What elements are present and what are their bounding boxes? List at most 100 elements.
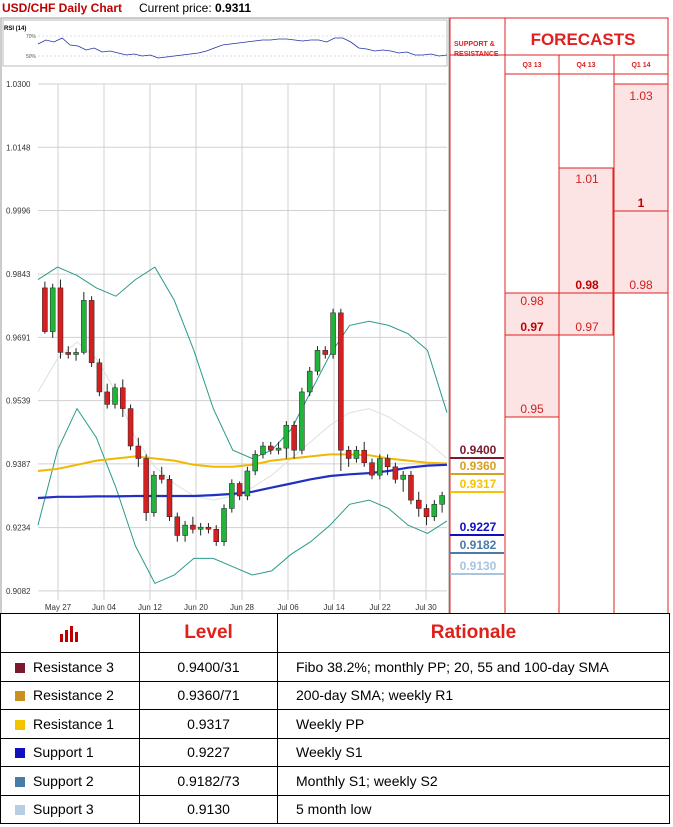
- candle-body: [42, 287, 48, 332]
- forecast-box-q1: [613, 210, 669, 294]
- forecast-box-q4: [558, 292, 614, 336]
- candle-body: [306, 370, 313, 393]
- y-tick-label: 0.9234: [6, 524, 31, 533]
- forecast-box-q3: [504, 334, 560, 418]
- x-tick-label: Jun 28: [230, 603, 255, 612]
- x-tick-label: Jul 22: [369, 603, 391, 612]
- candle-body: [96, 362, 103, 393]
- candle-body: [415, 499, 422, 509]
- levels-table: Level Rationale Resistance 3 0.9400/31 Fib…: [0, 613, 670, 824]
- candle-body: [190, 524, 196, 530]
- candle-body: [353, 449, 360, 459]
- level-marker-value: 0.9182: [460, 538, 497, 552]
- candle-body: [338, 312, 344, 451]
- candle-body: [197, 526, 204, 530]
- table-row: Resistance 1 0.9317 Weekly PP: [0, 709, 670, 739]
- table-icon-cell: [0, 613, 140, 653]
- sr-label: RESISTANCE: [454, 51, 499, 58]
- candle-body: [57, 287, 64, 353]
- x-tick-label: Jul 06: [277, 603, 299, 612]
- level-rationale: Weekly S1: [277, 737, 670, 767]
- candle-body: [345, 449, 352, 459]
- level-value: 0.9360/71: [139, 680, 278, 710]
- x-tick-label: Jun 04: [92, 603, 117, 612]
- candle-body: [143, 458, 149, 513]
- candle-body: [252, 454, 258, 472]
- forecast-value: 0.98: [520, 294, 544, 308]
- y-tick-label: 1.0300: [6, 80, 31, 89]
- candle-body: [384, 458, 391, 468]
- candle-body: [88, 300, 95, 364]
- candle-body: [283, 424, 290, 449]
- chart-header: USD/CHF Daily Chart Current price: 0.931…: [0, 0, 450, 18]
- level-name: Support 1: [33, 744, 94, 761]
- sma-yellow-line: [37, 453, 448, 472]
- level-name-cell: Support 3: [0, 794, 140, 824]
- quarter-label: Q3 13: [522, 62, 541, 69]
- table-row: Resistance 3 0.9400/31 Fibo 38.2%; monthly…: [0, 652, 670, 682]
- level-rationale: Weekly PP: [277, 709, 670, 739]
- rsi-label: RSI (14): [4, 26, 26, 32]
- level-name-cell: Support 1: [0, 737, 140, 767]
- table-row: Support 1 0.9227 Weekly S1: [0, 737, 670, 767]
- forecast-box-q3: [504, 292, 560, 336]
- y-tick-label: 0.9387: [6, 460, 31, 469]
- level-name-cell: Resistance 1: [0, 709, 140, 739]
- bar-chart-icon: [60, 625, 78, 642]
- level-name-cell: Resistance 3: [0, 652, 140, 682]
- forecast-value: 1.01: [575, 172, 599, 186]
- level-value: 0.9182/73: [139, 766, 278, 796]
- candle-body: [369, 462, 375, 476]
- level-color-swatch: [15, 748, 25, 759]
- candle-body: [244, 470, 251, 497]
- candle-body: [205, 526, 212, 530]
- candle-body: [166, 479, 173, 518]
- forecast-value: 1.03: [629, 89, 653, 103]
- quarter-label: Q1 14: [631, 62, 650, 69]
- level-marker-value: 0.9227: [460, 520, 497, 534]
- candle-body: [236, 483, 243, 497]
- candle-body: [151, 474, 157, 513]
- x-tick-label: May 27: [45, 603, 72, 612]
- sr-label: SUPPORT &: [454, 41, 495, 48]
- current-price: Current price: 0.9311: [139, 1, 251, 15]
- y-tick-label: 0.9691: [6, 333, 31, 342]
- level-color-swatch: [15, 691, 25, 702]
- candle-body: [439, 495, 445, 505]
- x-tick-label: Jul 14: [323, 603, 345, 612]
- table-row: Support 3 0.9130 5 month low: [0, 794, 670, 824]
- candle-body: [330, 312, 336, 355]
- candle-body: [408, 474, 414, 501]
- candle-body: [158, 474, 165, 480]
- rsi-line: [37, 37, 448, 59]
- y-tick-label: 0.9843: [6, 270, 31, 279]
- candle-body: [104, 391, 110, 405]
- level-name: Support 2: [33, 772, 94, 789]
- candle-body: [268, 445, 274, 451]
- y-tick-label: 0.9082: [6, 587, 31, 596]
- forecast-value: 1: [638, 196, 645, 210]
- level-value: 0.9130: [139, 794, 278, 824]
- levels-table-body: Resistance 3 0.9400/31 Fibo 38.2%; monthly…: [0, 652, 670, 824]
- level-value: 0.9227: [139, 737, 278, 767]
- bollinger-lower: [37, 407, 448, 585]
- candle-body: [291, 424, 297, 451]
- level-marker-value: 0.9360: [460, 459, 497, 473]
- level-name: Resistance 2: [33, 687, 114, 704]
- level-name: Resistance 1: [33, 715, 114, 732]
- level-color-swatch: [15, 805, 25, 816]
- candle-body: [221, 508, 227, 542]
- level-marker-value: 0.9400: [460, 443, 497, 457]
- level-name: Resistance 3: [33, 658, 114, 675]
- bollinger-upper: [37, 266, 448, 460]
- current-price-label: Current price:: [139, 1, 212, 15]
- candle-body: [81, 300, 87, 353]
- candle-body: [229, 483, 235, 509]
- y-tick-label: 0.9539: [6, 397, 31, 406]
- candle-body: [65, 352, 72, 355]
- forecast-value: 0.95: [520, 402, 544, 416]
- current-price-value: 0.9311: [215, 1, 252, 15]
- forecast-box-q1: [613, 83, 669, 212]
- level-marker-value: 0.9130: [460, 559, 497, 573]
- candle-body: [361, 449, 367, 463]
